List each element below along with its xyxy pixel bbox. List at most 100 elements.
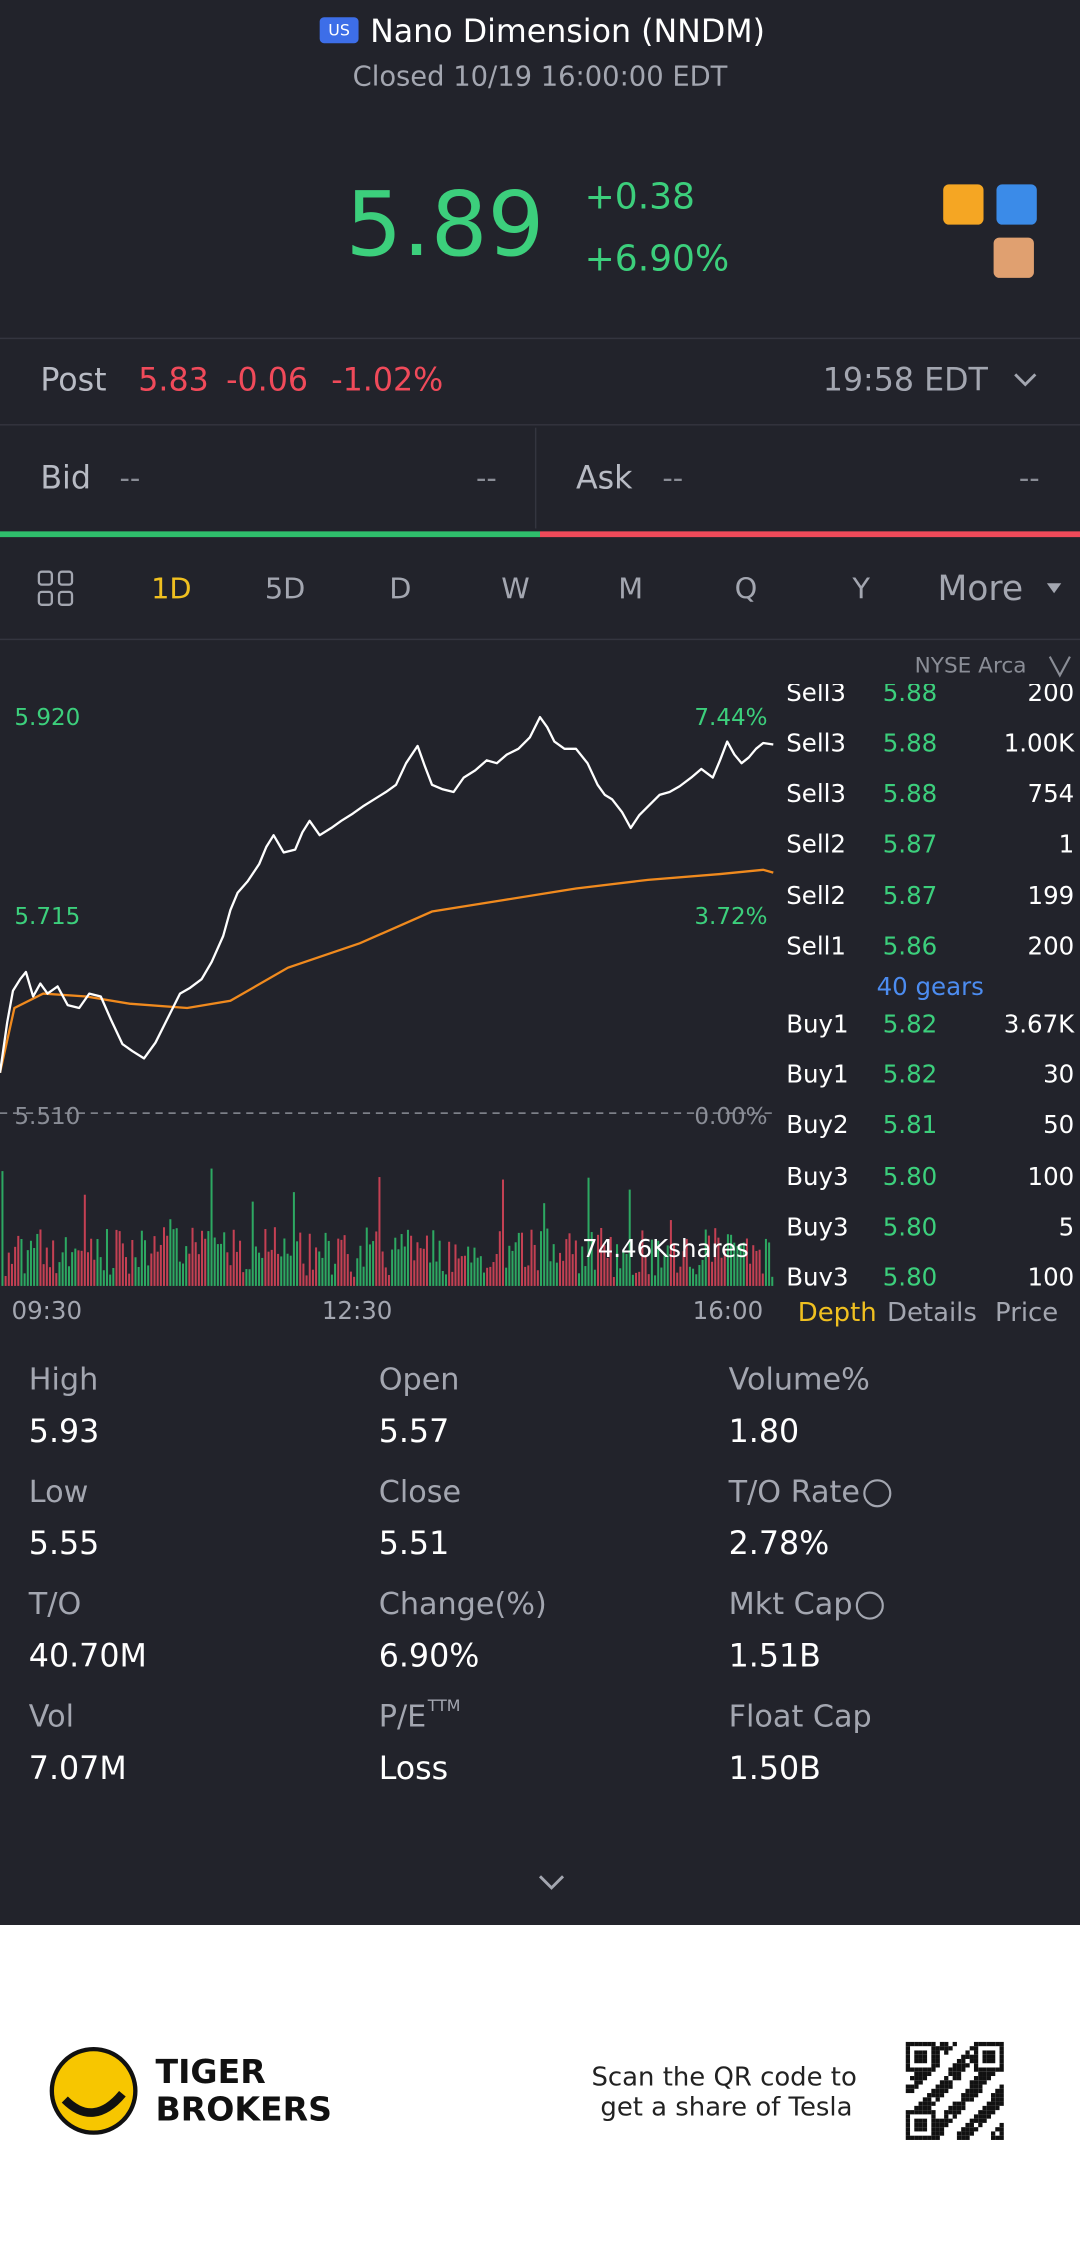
- qr-cell: [927, 2105, 932, 2111]
- stat-label: Vol: [29, 1699, 74, 1734]
- period-tab[interactable]: 5D: [265, 571, 306, 605]
- qr-cell: [982, 2058, 987, 2064]
- more-dropdown[interactable]: [1046, 583, 1062, 594]
- stat-value: 5.57: [379, 1414, 450, 1450]
- volume-bar: [118, 1231, 121, 1286]
- volume-bar: [86, 1252, 89, 1286]
- volume-bar: [549, 1261, 552, 1286]
- ask-price: --: [662, 461, 683, 495]
- volume-bar: [93, 1259, 96, 1286]
- qr-cell: [991, 2135, 996, 2140]
- volume-bar: [77, 1250, 80, 1286]
- volume-bar: [597, 1234, 600, 1286]
- qr-cell: [991, 2071, 996, 2077]
- volume-bar: [4, 1275, 7, 1286]
- volume-bar: [286, 1253, 289, 1286]
- icon-dollar[interactable]: [943, 184, 984, 225]
- book-tab[interactable]: Details: [887, 1298, 977, 1328]
- book-price: 5.88: [883, 678, 937, 707]
- qr-cell: [927, 2135, 932, 2140]
- qr-cell: [922, 2054, 928, 2059]
- qr-cell: [969, 2088, 974, 2094]
- volume-bar: [150, 1253, 153, 1286]
- stat-label: Open: [379, 1362, 460, 1397]
- qr-cell: [978, 2110, 983, 2115]
- qr-cell: [935, 2127, 940, 2132]
- book-size: 754: [1028, 779, 1075, 808]
- qr-cell: [931, 2046, 936, 2051]
- volume-bar: [444, 1274, 447, 1286]
- volume-bar: [714, 1228, 717, 1286]
- qr-cell: [935, 2118, 940, 2123]
- bid-bar: [0, 531, 540, 538]
- volume-bar: [182, 1263, 185, 1286]
- exchange-dropdown[interactable]: [1048, 656, 1071, 678]
- post-dropdown[interactable]: [1014, 373, 1037, 387]
- volume-bar: [435, 1261, 438, 1286]
- qr-cell: [995, 2088, 1000, 2094]
- qr-cell: [918, 2118, 923, 2123]
- book-tab[interactable]: Depth: [798, 1298, 877, 1328]
- volume-bar: [391, 1249, 394, 1286]
- volume-bar: [413, 1260, 416, 1286]
- volume-bar: [460, 1256, 463, 1286]
- icon-stack[interactable]: [993, 237, 1034, 278]
- bid-size: --: [476, 461, 497, 495]
- qr-cell: [918, 2080, 923, 2085]
- period-tab[interactable]: W: [501, 571, 529, 605]
- qr-cell: [931, 2050, 936, 2055]
- volume-bar: [584, 1266, 587, 1286]
- qr-cell: [905, 2110, 911, 2115]
- volume-bar: [14, 1246, 17, 1286]
- period-tab[interactable]: Q: [735, 571, 758, 605]
- period-tab[interactable]: More: [937, 569, 1023, 609]
- period-tab[interactable]: M: [618, 571, 643, 605]
- volume-bar: [74, 1248, 77, 1286]
- volume-bar: [676, 1272, 679, 1286]
- qr-cell: [914, 2054, 919, 2059]
- volume-bar: [726, 1234, 729, 1286]
- qr-cell: [944, 2050, 949, 2055]
- icon-flash[interactable]: [996, 184, 1037, 225]
- period-tab[interactable]: D: [389, 571, 411, 605]
- stat-value: Loss: [379, 1751, 448, 1787]
- book-tab[interactable]: Price: [995, 1298, 1058, 1328]
- book-price: 5.87: [883, 881, 937, 910]
- qr-cell: [999, 2127, 1004, 2132]
- qr-cell: [978, 2118, 983, 2123]
- volume-bar: [42, 1264, 45, 1286]
- volume-bar: [1, 1171, 4, 1286]
- qr-cell: [986, 2041, 992, 2047]
- volume-bar: [631, 1274, 634, 1286]
- qr-cell: [986, 2067, 992, 2072]
- book-size: 3.67K: [1004, 1009, 1075, 1038]
- period-tab[interactable]: Y: [851, 571, 870, 605]
- volume-bar: [223, 1232, 226, 1286]
- qr-cell: [965, 2088, 970, 2094]
- info-icon[interactable]: [855, 1591, 884, 1620]
- volume-bar: [258, 1252, 261, 1286]
- qr-cell: [939, 2122, 945, 2128]
- volume-bar: [52, 1240, 55, 1286]
- qr-cell: [939, 2046, 945, 2051]
- volume-bar: [394, 1237, 397, 1286]
- volume-bar: [264, 1229, 267, 1286]
- qr-cell: [905, 2131, 911, 2136]
- volume-bar: [147, 1265, 150, 1286]
- volume-bar: [555, 1262, 558, 1286]
- qr-cell: [982, 2114, 987, 2119]
- qr-cell: [982, 2054, 987, 2059]
- info-icon[interactable]: [863, 1479, 892, 1508]
- volume-bar: [124, 1257, 128, 1286]
- expand-chevron[interactable]: [538, 1875, 565, 1890]
- volume-bar: [80, 1250, 83, 1286]
- qr-cell: [914, 2122, 919, 2128]
- volume-bar: [495, 1253, 498, 1286]
- gears[interactable]: 40 gears: [877, 972, 984, 1001]
- layout-icon[interactable]: [37, 570, 74, 606]
- volume-bar: [327, 1240, 330, 1286]
- volume-bar: [334, 1263, 337, 1286]
- qr-cell: [982, 2105, 987, 2111]
- qr-cell: [986, 2058, 992, 2064]
- period-tab[interactable]: 1D: [151, 571, 192, 605]
